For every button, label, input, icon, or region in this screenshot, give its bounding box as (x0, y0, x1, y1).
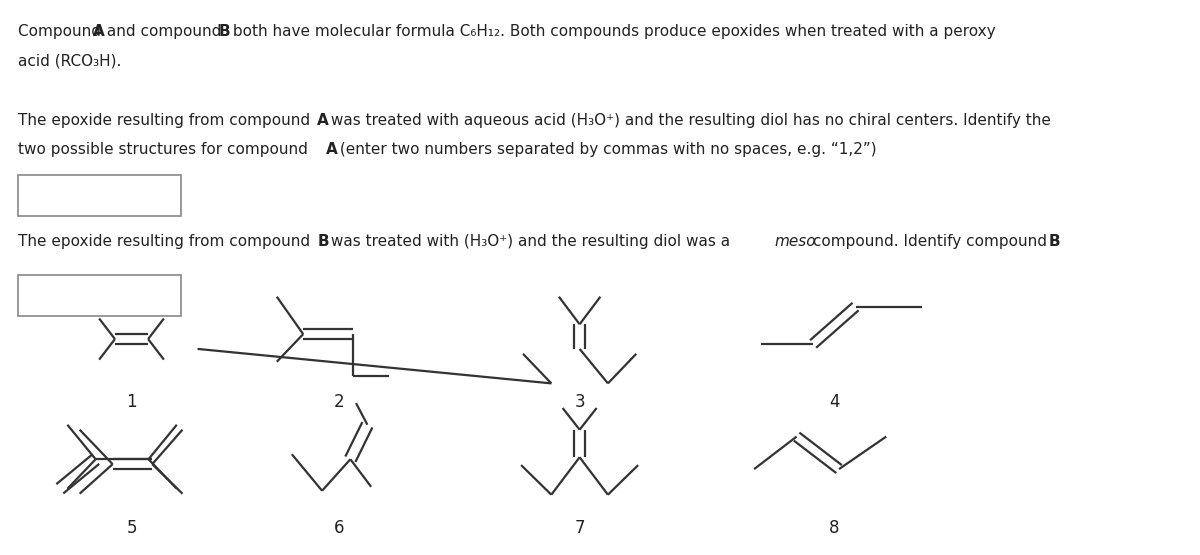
Text: was treated with (H₃O⁺) and the resulting diol was a: was treated with (H₃O⁺) and the resultin… (326, 234, 736, 249)
Text: A: A (325, 142, 337, 157)
Text: 2: 2 (334, 393, 344, 411)
Text: 1: 1 (126, 393, 137, 411)
Text: 3: 3 (575, 393, 584, 411)
Text: A: A (94, 24, 104, 39)
Text: 6: 6 (334, 519, 344, 537)
Text: Compound: Compound (18, 24, 106, 39)
Text: meso: meso (775, 234, 816, 249)
Text: 7: 7 (575, 519, 584, 537)
Text: A: A (317, 113, 329, 128)
Bar (18, 175, 180, 216)
Text: was treated with aqueous acid (H₃O⁺) and the resulting diol has no chiral center: was treated with aqueous acid (H₃O⁺) and… (326, 113, 1051, 128)
Text: The epoxide resulting from compound: The epoxide resulting from compound (18, 113, 316, 128)
Text: 8: 8 (829, 519, 840, 537)
Text: both have molecular formula C₆H₁₂. Both compounds produce epoxides when treated : both have molecular formula C₆H₁₂. Both … (228, 24, 995, 39)
Text: The epoxide resulting from compound: The epoxide resulting from compound (18, 234, 316, 249)
Text: 4: 4 (829, 393, 840, 411)
Text: B: B (1049, 234, 1061, 249)
Text: B: B (218, 24, 230, 39)
Text: compound. Identify compound: compound. Identify compound (808, 234, 1051, 249)
Text: acid (RCO₃H).: acid (RCO₃H). (18, 53, 121, 68)
Text: (enter two numbers separated by commas with no spaces, e.g. “1,2”): (enter two numbers separated by commas w… (335, 142, 876, 157)
Text: B: B (317, 234, 329, 249)
Text: 5: 5 (126, 519, 137, 537)
Text: two possible structures for compound: two possible structures for compound (18, 142, 313, 157)
Text: and compound: and compound (102, 24, 227, 39)
Bar (18, 275, 180, 316)
